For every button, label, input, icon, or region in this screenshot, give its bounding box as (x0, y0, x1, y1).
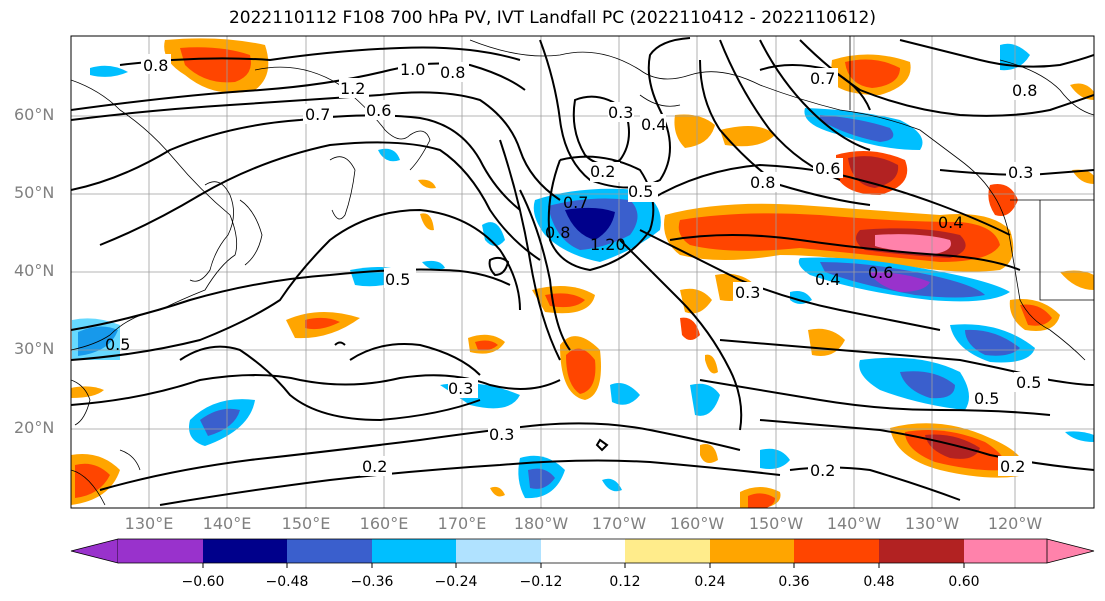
lon-label: 150°W (748, 514, 804, 533)
lon-label: 170°E (437, 514, 487, 533)
colorbar-tick-label: 0.36 (778, 574, 810, 590)
colorbar-bin (372, 539, 456, 563)
contour-label: 0.5 (1016, 373, 1041, 392)
lon-label: 120°W (987, 514, 1043, 533)
colorbar-bin (794, 539, 879, 563)
colorbar-bin (541, 539, 625, 563)
contour-label: 0.8 (1012, 81, 1037, 100)
contour-label: 0.4 (938, 213, 963, 232)
colorbar-bin (118, 539, 203, 563)
contour-label: 0.8 (545, 223, 570, 242)
contour-label: 0.7 (810, 69, 835, 88)
contour-label: 0.6 (868, 263, 893, 282)
contour-label-group: 0.8 1.2 1.0 0.8 0.7 0.6 0.3 0.4 0.2 0.5 … (105, 54, 1048, 480)
colorbar-tick-label: 0.12 (609, 574, 641, 590)
colorbar-tick-label: −0.24 (434, 574, 478, 590)
colorbar-tick-label: −0.48 (265, 574, 309, 590)
contour-label: 0.8 (143, 56, 168, 75)
lon-label: 150°E (281, 514, 331, 533)
contour-label: 0.3 (1008, 163, 1033, 182)
contour-label: 0.4 (815, 270, 840, 289)
contour-label: 0.5 (974, 389, 999, 408)
contour-label: 0.8 (440, 63, 465, 82)
colorbar-bin (287, 539, 372, 563)
anomaly-shading (71, 38, 1094, 508)
colorbar-bin (203, 539, 287, 563)
lat-label: 50°N (14, 183, 55, 202)
lon-label: 140°W (826, 514, 882, 533)
lon-label: 160°E (359, 514, 409, 533)
contour-label: 0.3 (489, 425, 514, 444)
contour-label: 0.3 (735, 283, 760, 302)
lat-label: 30°N (14, 339, 55, 358)
contour-label: 0.2 (362, 457, 387, 476)
lon-label: 140°E (202, 514, 252, 533)
lat-label: 40°N (14, 261, 55, 280)
lon-label: 180°W (513, 514, 569, 533)
contour-label: 0.2 (1000, 457, 1025, 476)
contour-label: 0.2 (810, 461, 835, 480)
contour-label: 0.8 (750, 173, 775, 192)
lon-label: 130°W (904, 514, 960, 533)
colorbar-bin (964, 539, 1047, 563)
contour-label: 0.7 (305, 105, 330, 124)
contour-label: 0.6 (815, 159, 840, 178)
lon-label: 160°W (669, 514, 725, 533)
colorbar-tick-label: 0.24 (694, 574, 726, 590)
colorbar-tick-label: 0.60 (948, 574, 980, 590)
colorbar-tick-label: 0.48 (863, 574, 895, 590)
contour-label: 0.4 (641, 115, 666, 134)
lon-label: 130°E (124, 514, 174, 533)
contour-label: 0.2 (590, 162, 615, 181)
lat-label: 20°N (14, 418, 55, 437)
lat-label: 60°N (14, 105, 55, 124)
map-frame (70, 35, 1095, 509)
colorbar-extend-high (1046, 538, 1095, 564)
contour-label: 1.0 (400, 60, 425, 79)
lon-label: 170°W (591, 514, 647, 533)
colorbar-bin (456, 539, 541, 563)
contour-label: 0.5 (385, 270, 410, 289)
colorbar-tick-label: −0.60 (181, 574, 225, 590)
colorbar-tick-label: −0.36 (350, 574, 394, 590)
contour-label: 0.3 (608, 103, 633, 122)
colorbar-bin (625, 539, 710, 563)
contour-label: 0.6 (366, 101, 391, 120)
colorbar-extend-low (70, 538, 119, 564)
contour-label: 1.2 (340, 79, 365, 98)
colorbar-bin (710, 539, 794, 563)
colorbar-bin (879, 539, 964, 563)
colorbar (70, 538, 1095, 568)
contour-label: 1.20 (590, 235, 626, 254)
contour-label: 0.5 (628, 182, 653, 201)
coastlines (71, 36, 1094, 506)
contour-label: 0.5 (105, 335, 130, 354)
contour-label: 0.3 (448, 379, 473, 398)
colorbar-tick-label: −0.12 (519, 574, 563, 590)
map-title: 2022110112 F108 700 hPa PV, IVT Landfall… (228, 8, 876, 28)
contour-label: 0.7 (563, 193, 588, 212)
